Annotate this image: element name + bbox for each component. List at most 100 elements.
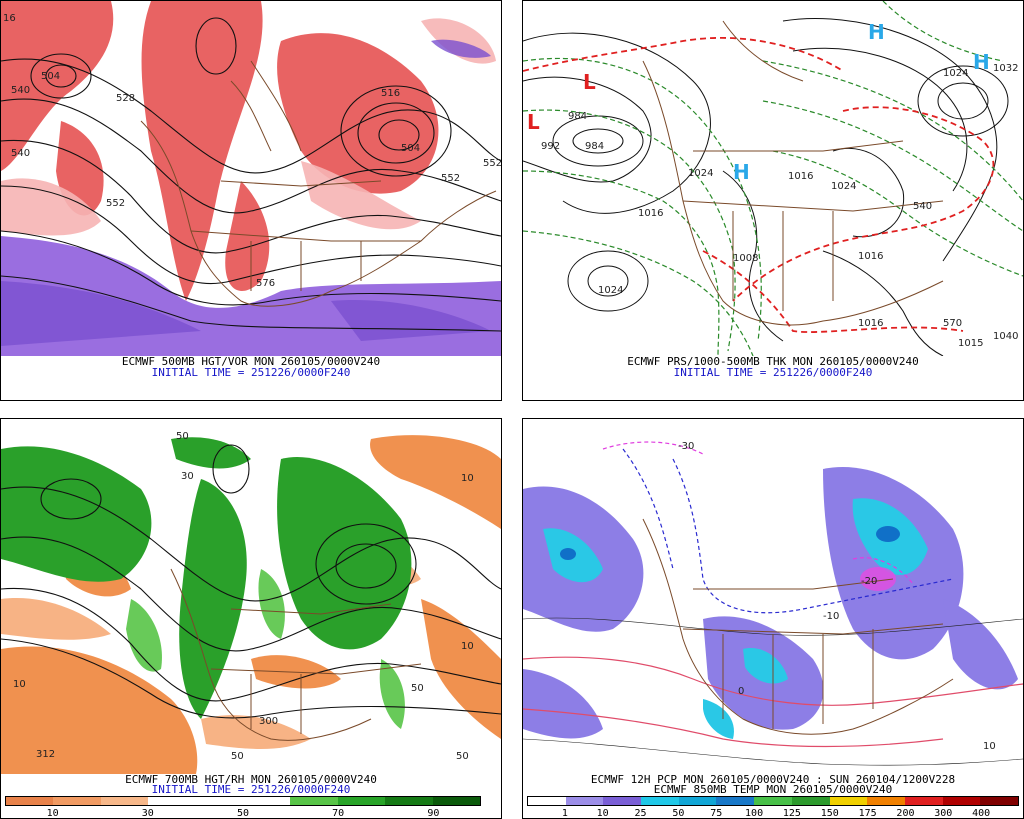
rh-legend-swatch: [385, 797, 433, 805]
caption-precip-title: ECMWF 12H PCP MON 260105/0000V240 : SUN …: [590, 773, 956, 786]
contour-label: -10: [823, 611, 839, 622]
caption-700mb-title: ECMWF 700MB HGT/RH MON 260105/0000V240: [125, 773, 377, 786]
contour-labels-mslp: 984 992 984 1016 1024 1024 1016 1024 103…: [541, 63, 1018, 349]
precip-legend-swatch: [904, 797, 943, 805]
precip-legend-tick: 125: [782, 808, 801, 819]
precip-legend-tick: 75: [710, 808, 723, 819]
rh-legend-swatch: [53, 797, 101, 805]
contour-label: 10: [983, 741, 996, 752]
contour-labels-500mb: 504 552 540 528 552 576 552 504 516 540 …: [3, 13, 501, 289]
contour-label: 1016: [788, 171, 813, 182]
contour-label: 1024: [688, 168, 713, 179]
rh-legend-swatch: [243, 797, 291, 805]
contour-label: 1040: [993, 331, 1018, 342]
high-pressure-symbol: H: [868, 20, 885, 44]
rh-color-legend: [5, 796, 481, 806]
precip-legend-swatch: [641, 797, 679, 805]
contour-label: 50: [176, 431, 189, 442]
precip-legend-swatch: [942, 797, 981, 805]
contour-label: 1008: [733, 253, 758, 264]
contour-label: 10: [13, 679, 26, 690]
precip-legend-tick: 400: [972, 808, 991, 819]
rh-legend-swatch: [100, 797, 149, 805]
contour-label: 552: [483, 158, 501, 169]
panel-precip-850temp: -30 -20 -10 0 10 ECMWF 12H PCP MON 26010…: [522, 418, 1024, 819]
rh-legend-swatch: [290, 797, 338, 805]
precip-legend-tick: 10: [596, 808, 609, 819]
precip-legend-swatch: [754, 797, 792, 805]
precip-legend-swatch: [603, 797, 642, 805]
rh-legend-tick: 90: [427, 808, 440, 819]
rh-legend-tick: 70: [332, 808, 345, 819]
high-pressure-symbol: H: [973, 50, 990, 74]
caption-mslp-init: INITIAL TIME = 251226/0000F240: [673, 366, 873, 379]
map-precip-svg: -30 -20 -10 0 10: [523, 441, 1023, 766]
contour-label: 1016: [858, 251, 883, 262]
map-mslp: L L H H H 984 992 984 1016 1024 1024 101…: [523, 1, 1023, 356]
contour-label: 16: [3, 13, 16, 24]
precip-legend-tick: 100: [745, 808, 764, 819]
precip-legend-tick: 300: [934, 808, 953, 819]
rh-legend-tick: 30: [141, 808, 154, 819]
contour-label: 0: [738, 686, 744, 697]
contour-label: 312: [36, 749, 55, 760]
panel-mslp-thickness: L L H H H 984 992 984 1016 1024 1024 101…: [522, 0, 1024, 401]
rh-legend-swatch: [432, 797, 481, 805]
contour-label: 540: [11, 148, 30, 159]
rh-legend-swatch: [6, 797, 54, 805]
contour-label: 540: [11, 85, 30, 96]
precip-color-legend: [527, 796, 1019, 806]
low-pressure-symbol: L: [583, 70, 596, 94]
caption-500mb-title: ECMWF 500MB HGT/VOR MON 260105/0000V240: [121, 355, 381, 368]
contour-label: 300: [259, 716, 278, 727]
precip-legend-tick: 200: [896, 808, 915, 819]
contour-labels-precip: -30 -20 -10 0 10: [678, 441, 996, 752]
contour-label: 984: [585, 141, 604, 152]
rh-legend-swatch: [337, 797, 386, 805]
contour-label: 30: [181, 471, 194, 482]
contour-label: 10: [461, 641, 474, 652]
map-700mb-svg: 10 50 30 312 10 50 10 50 300 50: [1, 431, 501, 774]
contour-label: 516: [381, 88, 400, 99]
panel-700mb-height-rh: 10 50 30 312 10 50 10 50 300 50 ECMWF 70…: [0, 418, 502, 819]
contour-label: 570: [943, 318, 962, 329]
contour-label: 50: [456, 751, 469, 762]
contour-label: 552: [106, 198, 125, 209]
contour-label: 1024: [831, 181, 856, 192]
map-mslp-svg: L L H H H 984 992 984 1016 1024 1024 101…: [523, 1, 1023, 356]
contour-label: 552: [441, 173, 460, 184]
rh-legend-swatch: [148, 797, 196, 805]
precip-legend-swatch: [829, 797, 868, 805]
contour-label: 504: [41, 71, 60, 82]
precip-legend-tick: 25: [634, 808, 647, 819]
map-700mb: 10 50 30 312 10 50 10 50 300 50: [1, 419, 501, 774]
contour-label: 576: [256, 278, 275, 289]
low-pressure-symbol: L: [527, 110, 540, 134]
precip-legend-tick: 150: [820, 808, 839, 819]
precip-legend-tick: 50: [672, 808, 685, 819]
contour-label: 992: [541, 141, 560, 152]
map-500mb: 504 552 540 528 552 576 552 504 516 540 …: [1, 1, 501, 356]
caption-precip-temp: ECMWF 850MB TEMP MON 260105/0000V240: [653, 783, 893, 796]
contour-label: 1016: [638, 208, 663, 219]
contour-label: 504: [401, 143, 420, 154]
caption-500mb-init: INITIAL TIME = 251226/0000F240: [151, 366, 351, 379]
contour-label: 540: [913, 201, 932, 212]
contour-label: 984: [568, 111, 587, 122]
map-precip: -30 -20 -10 0 10: [523, 419, 1023, 774]
caption-700mb-init: INITIAL TIME = 251226/0000F240: [151, 783, 351, 796]
contour-label: 1015: [958, 338, 983, 349]
precip-legend-swatch: [980, 797, 1018, 805]
precip-legend-tick: 1: [561, 808, 568, 819]
contour-labels-700mb: 10 50 30 312 10 50 10 50 300 50: [13, 431, 474, 762]
contour-label: 1024: [598, 285, 623, 296]
contour-label: 1016: [858, 318, 883, 329]
contour-label: -30: [678, 441, 694, 452]
precip-legend-swatch: [528, 797, 566, 805]
precip-legend-swatch: [678, 797, 717, 805]
contour-label: 50: [231, 751, 244, 762]
precip-legend-swatch: [867, 797, 905, 805]
contour-label: 1032: [993, 63, 1018, 74]
panel-500mb-height-vorticity: 504 552 540 528 552 576 552 504 516 540 …: [0, 0, 502, 401]
precip-legend-swatch: [791, 797, 830, 805]
